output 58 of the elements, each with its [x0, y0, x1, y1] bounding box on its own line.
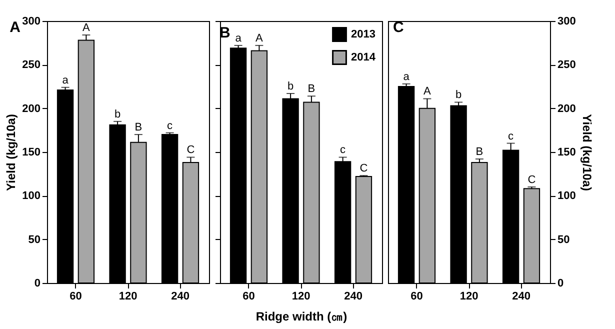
- y-tick-label: 0: [34, 278, 40, 290]
- x-tick-label: 240: [512, 290, 530, 302]
- data-label: a: [403, 70, 410, 83]
- y2-tick-label: 50: [558, 234, 570, 246]
- y-tick-label: 250: [22, 59, 40, 72]
- x-tick-label: 120: [118, 290, 138, 302]
- y2-tick-label: 0: [558, 278, 564, 290]
- y2-tick-label: 100: [558, 190, 576, 202]
- y2-tick-label: 250: [558, 59, 576, 72]
- y-tick-label: 50: [28, 234, 40, 246]
- data-label: c: [340, 144, 346, 156]
- data-label: C: [186, 144, 195, 156]
- y-tick-label: 200: [22, 102, 40, 115]
- bar: [450, 105, 467, 284]
- bar: [523, 188, 540, 284]
- y2-tick-label: 200: [558, 102, 576, 115]
- chart-title: A: [10, 19, 21, 36]
- data-label: A: [256, 32, 264, 44]
- data-label: a: [62, 74, 70, 86]
- bar: [182, 162, 200, 284]
- y-tick-label: 300: [22, 16, 40, 28]
- x-tick-label: 120: [292, 290, 310, 302]
- legend-label: 2014: [351, 52, 376, 64]
- data-label: C: [360, 162, 368, 175]
- x-tick-label: 60: [242, 290, 255, 302]
- bar: [471, 162, 488, 284]
- data-label: b: [114, 108, 121, 120]
- data-label: b: [287, 80, 294, 92]
- y2-tick-label: 150: [558, 146, 576, 158]
- bar: [355, 176, 372, 284]
- data-label: B: [134, 122, 142, 134]
- bar: [250, 50, 268, 284]
- bar: [282, 98, 299, 284]
- y-tick-label: 150: [22, 146, 40, 158]
- y2-axis-title: Yield (kg/10a): [580, 114, 594, 191]
- x-tick-label: 60: [410, 290, 423, 302]
- data-label: c: [508, 130, 514, 142]
- x-axis-title: Ridge width (㎝): [256, 310, 348, 324]
- x-tick-label: 60: [70, 290, 82, 302]
- data-label: B: [308, 83, 316, 96]
- y-tick-label: 100: [22, 190, 40, 202]
- data-label: a: [235, 32, 242, 44]
- x-tick-label: 120: [460, 290, 478, 302]
- data-label: A: [82, 22, 91, 34]
- x-tick-label: 240: [171, 290, 190, 302]
- data-label: c: [167, 120, 174, 132]
- chart-title: C: [393, 19, 404, 36]
- x-tick-label: 240: [344, 290, 362, 302]
- legend-label: 2013: [351, 28, 376, 40]
- bar: [334, 161, 352, 284]
- bar: [78, 40, 95, 284]
- y-axis-title: Yield (kg/10a): [4, 114, 18, 191]
- y2-tick-label: 300: [558, 16, 576, 28]
- data-label: B: [476, 146, 484, 158]
- data-label: C: [528, 174, 536, 186]
- data-label: b: [455, 89, 462, 102]
- data-label: A: [424, 86, 432, 98]
- bar: [109, 124, 126, 284]
